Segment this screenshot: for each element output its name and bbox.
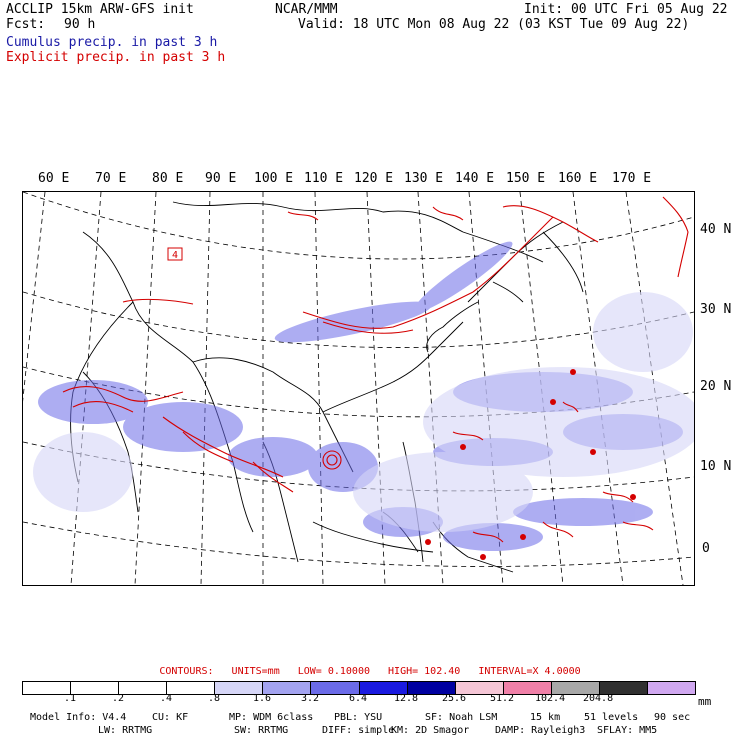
colorbar-swatch <box>119 682 168 694</box>
colorbar-unit: mm <box>698 695 712 708</box>
colorbar-swatch <box>551 682 600 694</box>
model-info-item: KM: 2D Smagor <box>391 725 470 736</box>
colorbar-tick-label: 25.6 <box>442 693 467 704</box>
model-info-item: 90 sec <box>654 712 691 723</box>
lat-label: 10 N <box>700 459 732 474</box>
colorbar-tick-label: .8 <box>208 693 221 704</box>
colorbar-tick-label: 204.8 <box>583 693 614 704</box>
colorbar-tick-label: .2 <box>112 693 125 704</box>
contours-high: HIGH= 102.40 <box>388 666 461 677</box>
map-box <box>167 247 183 261</box>
model-info-item: DIFF: simple <box>322 725 395 736</box>
explicit-precip <box>62 196 689 543</box>
colorbar-swatch <box>71 682 120 694</box>
colorbar-swatch <box>455 682 504 694</box>
legend-explicit: Explicit precip. in past 3 h <box>6 50 226 65</box>
model-info-item: SF: Noah LSM <box>425 712 498 723</box>
contours-line: CONTOURS: UNITS=mm LOW= 0.10000 HIGH= 10… <box>0 666 740 677</box>
colorbar-tick-label: 3.2 <box>301 693 320 704</box>
lon-label: 170 E <box>612 171 652 186</box>
colorbar-swatch <box>359 682 408 694</box>
lon-label: 140 E <box>455 171 495 186</box>
lon-label: 80 E <box>152 171 184 186</box>
lon-label: 110 E <box>304 171 344 186</box>
lon-label: 60 E <box>38 171 70 186</box>
lat-label: 30 N <box>700 302 732 317</box>
model-info-item: 51 levels <box>584 712 639 723</box>
precip-map: 4 <box>22 191 695 586</box>
org-label: NCAR/MMM <box>275 2 338 17</box>
contours-low: LOW= 0.10000 <box>297 666 370 677</box>
legend-cumulus: Cumulus precip. in past 3 h <box>6 35 218 50</box>
colorbar-swatch <box>23 682 72 694</box>
colorbar-tick-label: .4 <box>160 693 173 704</box>
lon-label: 150 E <box>506 171 546 186</box>
light-precip <box>33 292 694 532</box>
explicit-precip-cells <box>425 369 636 560</box>
model-info-item: 15 km <box>530 712 561 723</box>
lon-label: 100 E <box>254 171 294 186</box>
colorbar-swatch <box>503 682 552 694</box>
lat-label: 20 N <box>700 379 732 394</box>
contours-label: CONTOURS: <box>159 666 214 677</box>
init-time: Init: 00 UTC Fri 05 Aug 22 <box>524 2 728 17</box>
model-info-item: DAMP: Rayleigh3 <box>495 725 586 736</box>
contours-units: UNITS=mm <box>231 666 280 677</box>
lon-label: 160 E <box>558 171 598 186</box>
colorbar-tick-label: 12.8 <box>394 693 419 704</box>
lat-label: 40 N <box>700 222 732 237</box>
model-info-item: Model Info: V4.4 <box>30 712 127 723</box>
lon-label: 70 E <box>95 171 127 186</box>
lat-label: 0 <box>702 541 710 556</box>
colorbar-tick-label: 6.4 <box>349 693 368 704</box>
model-info-item: LW: RRTMG <box>98 725 153 736</box>
colorbar-tick-label: .1 <box>64 693 77 704</box>
contours-interval: INTERVAL=X 4.0000 <box>478 666 581 677</box>
model-info-item: MP: WDM 6class <box>229 712 314 723</box>
colorbar-tick-label: 51.2 <box>490 693 515 704</box>
model-title: ACCLIP 15km ARW-GFS init <box>6 2 194 17</box>
lon-label: 130 E <box>404 171 444 186</box>
model-info-item: PBL: YSU <box>334 712 383 723</box>
valid-time: Valid: 18 UTC Mon 08 Aug 22 (03 KST Tue … <box>298 17 690 32</box>
lon-label: 120 E <box>354 171 394 186</box>
colorbar <box>22 681 696 695</box>
forecast-label: Fcst: <box>6 17 46 32</box>
colorbar-swatch <box>263 682 312 694</box>
colorbar-tick-label: 102.4 <box>535 693 566 704</box>
colorbar-swatch <box>215 682 264 694</box>
colorbar-swatch <box>648 682 696 694</box>
colorbar-swatch <box>167 682 216 694</box>
forecast-hours: 90 h <box>64 17 96 32</box>
model-info-item: CU: KF <box>152 712 189 723</box>
model-info-item: SFLAY: MM5 <box>597 725 658 736</box>
colorbar-swatch <box>599 682 649 694</box>
colorbar-swatch <box>407 682 456 694</box>
lon-label: 90 E <box>205 171 237 186</box>
colorbar-swatch <box>311 682 360 694</box>
colorbar-tick-label: 1.6 <box>253 693 272 704</box>
map-box-label: 4 <box>172 250 178 261</box>
model-info-item: SW: RRTMG <box>234 725 289 736</box>
